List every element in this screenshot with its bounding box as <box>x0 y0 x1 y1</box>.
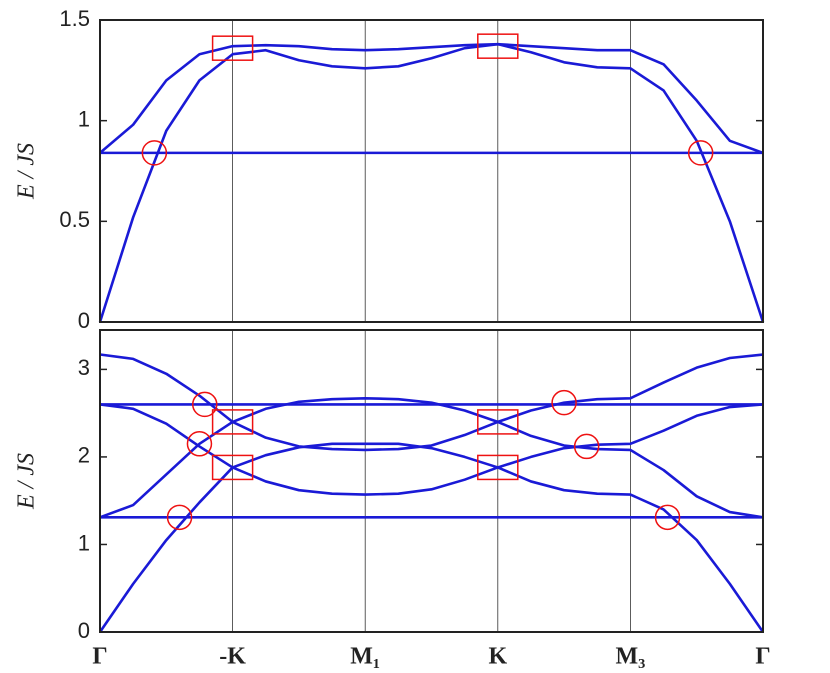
band-line <box>99 353 764 452</box>
plot-frame <box>99 19 764 323</box>
band-line <box>98 42 765 323</box>
y-tick-label: 1.5 <box>59 6 90 31</box>
crossing-circle <box>166 504 193 531</box>
x-tick-label: Γ <box>92 644 107 670</box>
x-tick-label: K <box>488 644 507 670</box>
crossing-square <box>477 409 519 435</box>
crossing-circle <box>186 431 213 457</box>
x-tick-label: Γ <box>755 644 770 670</box>
crossing-circle <box>551 389 577 416</box>
crossing-square <box>211 454 254 481</box>
y-tick-label: 1 <box>78 106 90 131</box>
y-tick-label: 3 <box>78 355 90 380</box>
band-line <box>99 396 764 519</box>
crossing-circle <box>192 391 218 418</box>
band-line <box>99 42 764 155</box>
plot-frame <box>99 329 764 633</box>
crossing-circle <box>654 504 681 531</box>
band-line <box>98 442 765 633</box>
y-axis-label: E / JS <box>14 453 40 510</box>
x-tick-label: -K <box>219 644 246 670</box>
y-tick-label: 0 <box>78 308 90 333</box>
crossing-circle <box>573 433 600 460</box>
y-tick-label: 2 <box>78 443 90 468</box>
crossing-circle <box>141 140 168 166</box>
crossing-square <box>211 35 254 61</box>
y-axis-label: E / JS <box>14 143 40 200</box>
crossing-square <box>211 409 254 435</box>
y-tick-label: 0.5 <box>59 207 90 232</box>
crossing-square <box>477 454 519 481</box>
crossing-square <box>477 33 519 59</box>
y-tick-label: 1 <box>78 530 90 555</box>
y-tick-label: 0 <box>78 618 90 643</box>
x-tick-label: M₁ <box>350 644 380 670</box>
x-tick-label: M₃ <box>615 644 645 670</box>
crossing-circle <box>687 140 714 166</box>
band-line <box>99 403 764 496</box>
